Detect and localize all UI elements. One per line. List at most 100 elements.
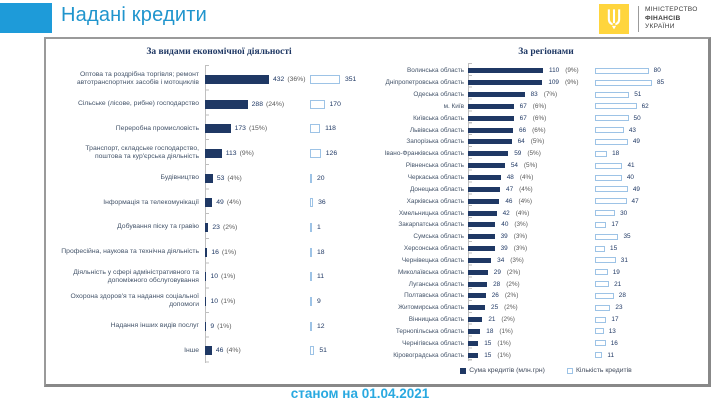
sum-value: 28 xyxy=(493,280,501,288)
category-label: Запорізька область xyxy=(388,138,468,145)
count-value: 16 xyxy=(610,339,618,347)
count-value: 19 xyxy=(612,268,620,276)
sum-cell: 29 (2%) xyxy=(468,269,595,276)
count-value: 126 xyxy=(325,149,338,157)
ministry-line3: УКРАЇНИ xyxy=(645,23,675,31)
sum-cell: 67 (6%) xyxy=(468,103,595,110)
chart-row: Харківська область 46 (4%) 47 xyxy=(388,195,704,207)
category-label-text: Чернігівська область xyxy=(402,339,464,347)
sum-cell: 28 (2%) xyxy=(468,281,595,288)
category-label-text: Оптова та роздрібна торгівля; ремонт авт… xyxy=(76,71,199,87)
count-cell: 47 xyxy=(595,198,639,205)
sum-percent: (9%) xyxy=(239,149,254,157)
count-bar xyxy=(595,245,606,252)
count-bar xyxy=(595,186,628,193)
category-label-text: Сумська область xyxy=(413,233,464,241)
chart-row: Хмельницька область 42 (4%) 30 xyxy=(388,207,704,219)
chart-row: Сумська область 39 (3%) 35 xyxy=(388,231,704,243)
chart-by-region: За регіонами Волинська область 110 (9%) 80 Д… xyxy=(385,47,704,374)
category-label: Луганська область xyxy=(388,281,468,288)
category-label-text: Рівненська область xyxy=(405,162,464,170)
chart-legend: Сума кредитів (млн.грн) Кількість кредит… xyxy=(388,367,704,374)
sum-cell: 25 (2%) xyxy=(468,304,595,311)
sum-percent: (2%) xyxy=(506,280,520,288)
count-value: 85 xyxy=(657,79,665,87)
chart-row: м. Київ 67 (6%) 62 xyxy=(388,101,704,113)
sum-cell: 21 (2%) xyxy=(468,316,595,323)
sum-cell: 26 (2%) xyxy=(468,292,595,299)
count-bar xyxy=(595,91,630,98)
count-cell: 31 xyxy=(595,257,628,264)
sum-value: 110 xyxy=(549,67,560,75)
chart-row: Львівська область 66 (6%) 43 xyxy=(388,124,704,136)
sum-percent: (36%) xyxy=(287,75,306,83)
sum-percent: (3%) xyxy=(514,221,528,229)
sum-cell: 39 (3%) xyxy=(468,233,595,240)
sum-percent: (2%) xyxy=(504,304,518,312)
sum-value: 42 xyxy=(502,209,510,217)
count-bar xyxy=(595,316,607,323)
count-bar xyxy=(595,233,619,240)
category-label: Професійна, наукова та технічна діяльніс… xyxy=(58,248,205,256)
count-cell: 80 xyxy=(595,67,661,74)
sum-percent: (3%) xyxy=(510,256,524,264)
sum-percent: (3%) xyxy=(513,245,528,253)
chart-row: Кіровоградська область 15 (1%) 11 xyxy=(388,349,704,361)
category-label: Одеська область xyxy=(388,91,468,98)
sum-cell: 34 (3%) xyxy=(468,257,595,264)
category-label-text: Закарпатська область xyxy=(398,221,464,229)
count-value: 15 xyxy=(610,245,618,253)
category-label-text: Житомирська область xyxy=(398,304,464,312)
chart-row: Охорона здоров'я та надання соціальної д… xyxy=(58,289,380,314)
sum-bar xyxy=(468,151,509,157)
category-label: Діяльність у сфері адміністративного та … xyxy=(58,269,205,285)
count-bar xyxy=(595,352,603,359)
count-cell: 17 xyxy=(595,316,619,323)
category-label: Рівненська область xyxy=(388,162,468,169)
chart-row: Чернівецька область 34 (3%) 31 xyxy=(388,255,704,267)
chart-by-region-title: За регіонами xyxy=(518,47,574,57)
category-label: Оптова та роздрібна торгівля; ремонт авт… xyxy=(58,71,205,87)
sum-swatch-icon xyxy=(460,367,467,374)
sum-value: 15 xyxy=(484,339,492,347)
chart-by-activity-title: За видами економічної діяльності xyxy=(146,47,292,57)
trident-icon xyxy=(607,9,621,30)
count-bar xyxy=(310,321,312,331)
count-bar xyxy=(595,67,649,74)
sum-value: 15 xyxy=(484,351,492,359)
count-cell: 62 xyxy=(595,103,649,110)
category-label-text: Одеська область xyxy=(413,91,464,99)
chart-row: Запорізька область 64 (5%) 49 xyxy=(388,136,704,148)
sum-cell: 15 (1%) xyxy=(468,340,595,347)
sum-value: 25 xyxy=(491,304,499,312)
ministry-name: МІНІСТЕРСТВО ФІНАНСІВ УКРАЇНИ xyxy=(645,6,698,32)
chart-row: Оптова та роздрібна торгівля; ремонт авт… xyxy=(58,67,380,92)
chart-row: Миколаївська область 29 (2%) 19 xyxy=(388,266,704,278)
as-of-date: станом на 01.04.2021 xyxy=(290,386,430,401)
sum-value: 16 xyxy=(211,248,219,256)
count-bar xyxy=(310,346,315,356)
legend-item-sum: Сума кредитів (млн.грн) xyxy=(460,367,545,374)
category-label-text: м. Київ xyxy=(443,102,464,110)
sum-bar xyxy=(468,281,488,287)
count-bar xyxy=(310,74,340,84)
category-label-text: Херсонська область xyxy=(403,245,464,253)
count-bar xyxy=(310,222,312,232)
sum-bar xyxy=(205,74,269,84)
count-value: 18 xyxy=(317,248,325,256)
count-cell: 43 xyxy=(595,127,636,134)
sum-value: 23 xyxy=(212,223,220,231)
sum-value: 66 xyxy=(519,126,527,134)
chart-row: Чернігівська область 15 (1%) 16 xyxy=(388,337,704,349)
sum-cell: 40 (3%) xyxy=(468,221,595,228)
count-cell: 40 xyxy=(595,174,634,181)
ministry-line1: МІНІСТЕРСТВО xyxy=(645,6,698,13)
count-value: 170 xyxy=(329,100,341,108)
category-label: Надання інших видів послуг xyxy=(58,322,205,330)
category-label: Охорона здоров'я та надання соціальної д… xyxy=(58,293,205,309)
sum-cell: 173 (15%) xyxy=(205,124,310,134)
legend-sum-label: Сума кредитів (млн.грн) xyxy=(469,367,545,374)
count-cell: 18 xyxy=(310,247,325,257)
count-bar xyxy=(595,174,622,181)
category-label-text: Миколаївська область xyxy=(397,268,464,276)
